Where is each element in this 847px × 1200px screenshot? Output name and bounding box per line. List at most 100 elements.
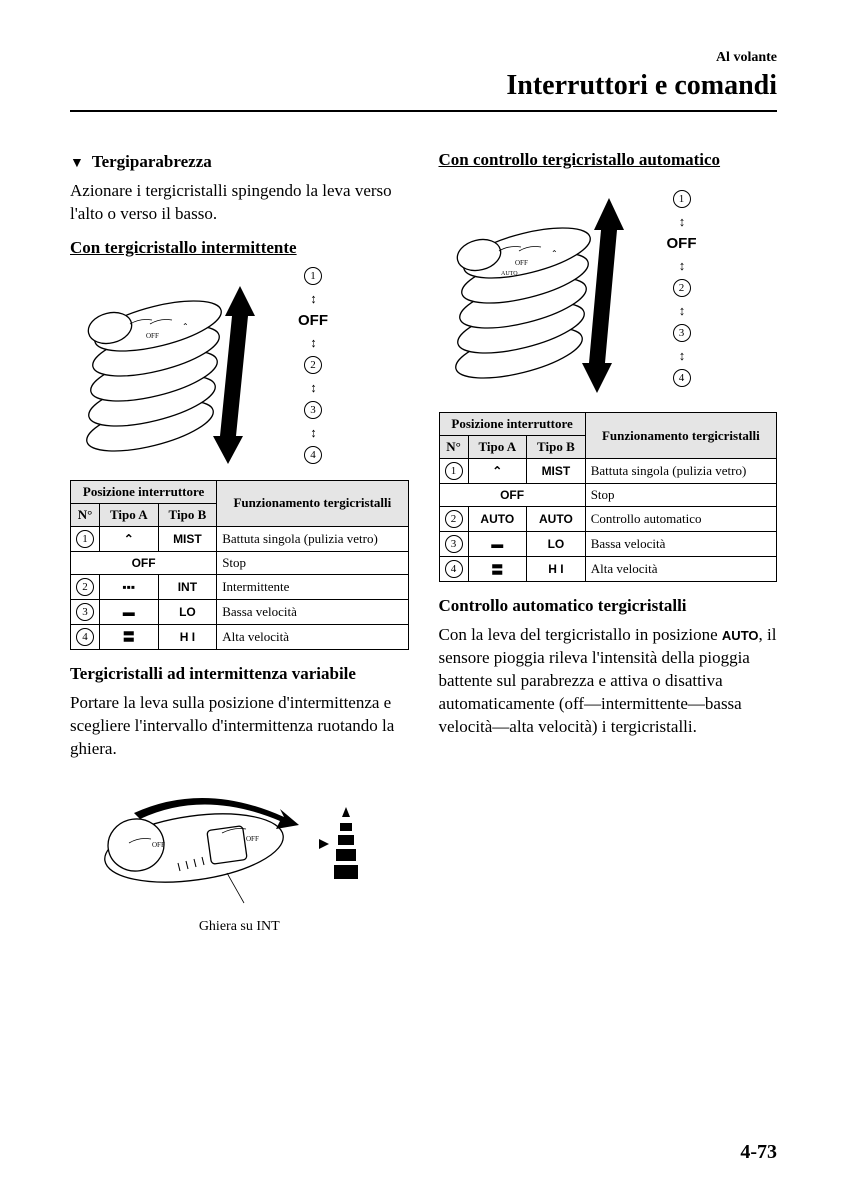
updown-arrow-icon: ↕ [679, 258, 685, 273]
tipob-header: Tipo B [527, 436, 586, 459]
table-row: OFF Stop [71, 551, 409, 574]
table-row: 2 AUTO AUTO Controllo automatico [439, 507, 777, 532]
typea-cell: 〓 [468, 557, 527, 582]
updown-arrow-icon: ↕ [310, 291, 316, 306]
auto-ctrl-pre: Con la leva del tergicristallo in posizi… [439, 625, 722, 644]
table-row: OFF Stop [439, 484, 777, 507]
numcol-header: N° [439, 436, 468, 459]
desc-cell: Intermittente [217, 574, 408, 599]
pos-3-icon: 3 [304, 401, 322, 419]
off-label: OFF [667, 235, 697, 252]
row-num-icon: 4 [445, 560, 463, 578]
pos-2-icon: 2 [304, 356, 322, 374]
pos-1-icon: 1 [304, 267, 322, 285]
typea-cell: ▬ [100, 599, 159, 624]
auto-title: Con controllo tergicristallo automatico [439, 150, 778, 170]
desc-cell: Alta velocità [217, 624, 408, 649]
typeb-cell: INT [158, 574, 217, 599]
pos-header: Posizione interruttore [439, 413, 585, 436]
desc-cell: Alta velocità [585, 557, 776, 582]
section-label: Tergiparabrezza [92, 152, 212, 171]
typeb-cell: MIST [527, 459, 586, 484]
variable-text: Portare la leva sulla posizione d'interm… [70, 692, 409, 761]
row-num-icon: 2 [76, 578, 94, 596]
variable-dial-diagram: OFF OFF [94, 773, 384, 913]
row-num-icon: 1 [445, 462, 463, 480]
pos-header: Posizione interruttore [71, 480, 217, 503]
svg-text:OFF: OFF [515, 259, 528, 267]
row-num-icon: 3 [76, 603, 94, 621]
header-subtitle: Al volante [70, 50, 777, 66]
typea-cell: ⌃ [100, 526, 159, 551]
variable-caption: Ghiera su INT [70, 919, 409, 935]
triangle-icon: ▼ [70, 156, 84, 171]
table-row: 4 〓 H I Alta velocità [71, 624, 409, 649]
pos-2-icon: 2 [673, 279, 691, 297]
off-row-label: OFF [71, 551, 217, 574]
intermittent-table: Posizione interruttore Funzionamento ter… [70, 480, 409, 650]
header-rule [70, 110, 777, 112]
table-row: 3 ▬ LO Bassa velocità [71, 599, 409, 624]
updown-arrow-icon: ↕ [679, 214, 685, 229]
svg-text:AUTO: AUTO [501, 271, 518, 277]
tipoa-header: Tipo A [468, 436, 527, 459]
tipob-header: Tipo B [158, 503, 217, 526]
typeb-cell: LO [527, 532, 586, 557]
numcol-header: N° [71, 503, 100, 526]
svg-text:OFF: OFF [246, 835, 259, 843]
desc-cell: Battuta singola (pulizia vetro) [217, 526, 408, 551]
variable-title: Tergicristalli ad intermittenza variabil… [70, 664, 409, 684]
header-title: Interruttori e comandi [70, 70, 777, 102]
desc-cell: Bassa velocità [585, 532, 776, 557]
table-row: 3 ▬ LO Bassa velocità [439, 532, 777, 557]
updown-arrow-icon: ↕ [679, 348, 685, 363]
position-indicator: 1 ↕ OFF ↕ 2 ↕ 3 ↕ 4 [667, 190, 697, 387]
updown-arrow-icon: ↕ [310, 335, 316, 350]
svg-text:⌃: ⌃ [551, 249, 558, 258]
updown-arrow-icon: ↕ [310, 380, 316, 395]
table-row: 1 ⌃ MIST Battuta singola (pulizia vetro) [71, 526, 409, 551]
typeb-cell: AUTO [527, 507, 586, 532]
row-num-icon: 4 [76, 628, 94, 646]
position-indicator: 1 ↕ OFF ↕ 2 ↕ 3 ↕ 4 [298, 267, 328, 464]
auto-ctrl-auto-label: AUTO [722, 628, 759, 643]
section-heading: ▼ Tergiparabrezza [70, 152, 409, 172]
typea-cell: ▪▪▪ [100, 574, 159, 599]
auto-ctrl-title: Controllo automatico tergicristalli [439, 596, 778, 616]
svg-text:OFF: OFF [152, 841, 165, 849]
desc-cell: Bassa velocità [217, 599, 408, 624]
intro-text: Azionare i tergicristalli spingendo la l… [70, 180, 409, 226]
typeb-cell: H I [527, 557, 586, 582]
lever-diagram-auto: OFF AUTO ⌃ [439, 178, 649, 398]
typeb-cell: LO [158, 599, 217, 624]
desc-cell: Stop [585, 484, 776, 507]
tipoa-header: Tipo A [100, 503, 159, 526]
table-row: 1 ⌃ MIST Battuta singola (pulizia vetro) [439, 459, 777, 484]
intermittent-title: Con tergicristallo intermittente [70, 238, 409, 258]
svg-text:⌃: ⌃ [182, 322, 189, 331]
auto-table: Posizione interruttore Funzionamento ter… [439, 412, 778, 582]
pos-1-icon: 1 [673, 190, 691, 208]
auto-ctrl-text: Con la leva del tergicristallo in posizi… [439, 624, 778, 739]
func-header: Funzionamento tergicristalli [217, 480, 408, 526]
pos-4-icon: 4 [673, 369, 691, 387]
row-num-icon: 1 [76, 530, 94, 548]
pos-4-icon: 4 [304, 446, 322, 464]
row-num-icon: 2 [445, 510, 463, 528]
svg-text:OFF: OFF [146, 332, 159, 340]
updown-arrow-icon: ↕ [679, 303, 685, 318]
desc-cell: Controllo automatico [585, 507, 776, 532]
typea-cell: 〓 [100, 624, 159, 649]
table-row: 2 ▪▪▪ INT Intermittente [71, 574, 409, 599]
typeb-cell: MIST [158, 526, 217, 551]
page-number: 4-73 [740, 1141, 777, 1164]
typea-cell: ⌃ [468, 459, 527, 484]
typea-cell: ▬ [468, 532, 527, 557]
typeb-cell: H I [158, 624, 217, 649]
off-label: OFF [298, 312, 328, 329]
desc-cell: Stop [217, 551, 408, 574]
desc-cell: Battuta singola (pulizia vetro) [585, 459, 776, 484]
off-row-label: OFF [439, 484, 585, 507]
row-num-icon: 3 [445, 535, 463, 553]
lever-diagram: OFF ⌃ [70, 266, 280, 466]
